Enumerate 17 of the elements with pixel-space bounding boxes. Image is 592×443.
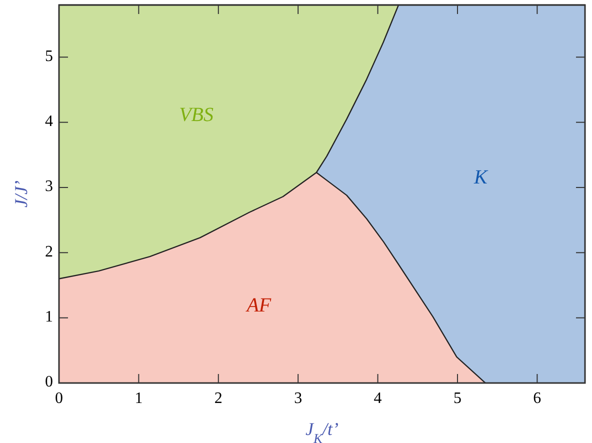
series-label: VBS bbox=[179, 104, 214, 126]
x-axis-title: J$_{K}$/t’ bbox=[305, 419, 339, 443]
y-axis-title: J/J’ bbox=[11, 180, 31, 208]
y-tick-label: 3 bbox=[45, 178, 53, 196]
y-tick-label: 5 bbox=[45, 48, 53, 65]
series-label: K bbox=[472, 166, 489, 188]
y-tick-label: 4 bbox=[45, 112, 53, 130]
series-label: AF bbox=[244, 294, 272, 316]
x-tick-label: 4 bbox=[374, 390, 382, 407]
x-tick-label: 5 bbox=[453, 390, 462, 407]
x-tick-label: 2 bbox=[214, 390, 222, 407]
x-tick-label: 3 bbox=[294, 390, 302, 407]
y-tick-label: 0 bbox=[45, 374, 53, 391]
x-tick-label: 1 bbox=[134, 390, 143, 407]
y-tick-label: 1 bbox=[45, 308, 53, 326]
x-tick-label: 6 bbox=[533, 390, 542, 407]
y-tick-label: 2 bbox=[45, 243, 53, 260]
